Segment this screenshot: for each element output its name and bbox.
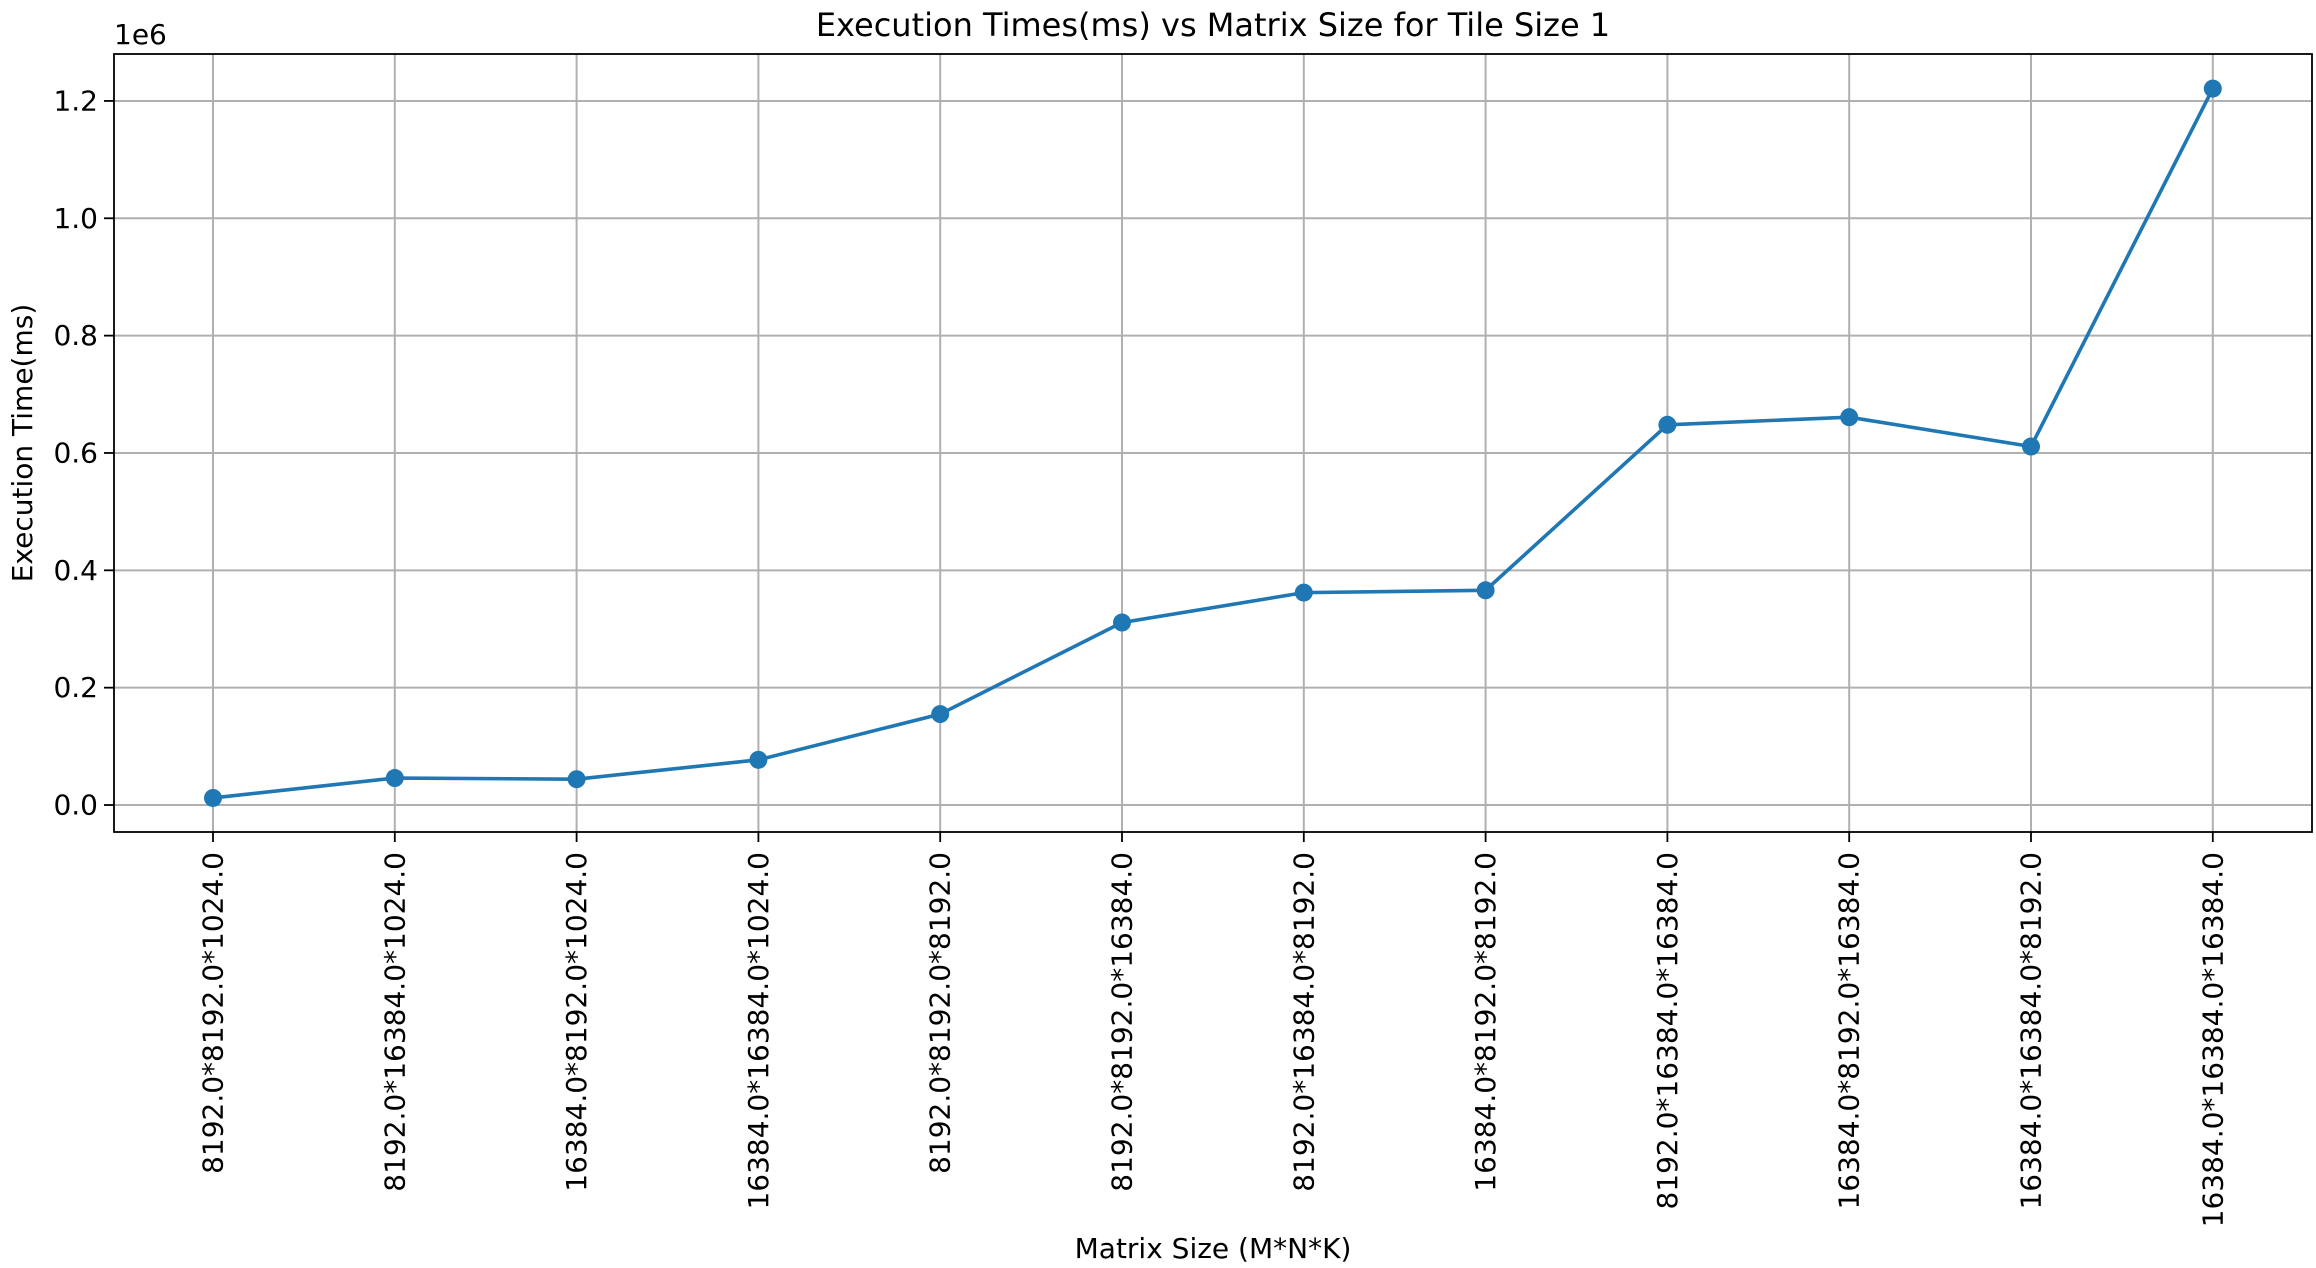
- x-tick-label: 8192.0*8192.0*1024.0: [197, 852, 230, 1174]
- x-tick-label: 8192.0*8192.0*16384.0: [1106, 852, 1139, 1192]
- x-tick-label: 16384.0*16384.0*16384.0: [2196, 852, 2229, 1227]
- y-axis-label: Execution Time(ms): [6, 304, 39, 583]
- grid-lines: [114, 54, 2312, 832]
- x-tick-label: 8192.0*8192.0*8192.0: [924, 852, 957, 1174]
- x-tick-label: 16384.0*8192.0*8192.0: [1469, 852, 1502, 1192]
- y-tick-label: 0.2: [53, 671, 98, 704]
- data-point: [749, 750, 768, 769]
- data-point: [1476, 581, 1495, 600]
- x-tick-label: 16384.0*8192.0*16384.0: [1833, 852, 1866, 1210]
- chart-title: Execution Times(ms) vs Matrix Size for T…: [816, 6, 1610, 44]
- data-point: [2203, 79, 2222, 98]
- data-point: [567, 770, 586, 789]
- data-point: [1294, 583, 1313, 602]
- data-point: [1113, 613, 1131, 632]
- y-tick-label: 0.0: [53, 789, 98, 822]
- y-tick-label: 1.0: [53, 202, 98, 235]
- series-line: [212, 87, 2215, 800]
- data-point: [1840, 408, 1859, 427]
- data-point: [931, 705, 950, 724]
- data-point: [385, 769, 404, 788]
- axis-ticks: 8192.0*8192.0*1024.0 8192.0*16384.0*1024.…: [53, 84, 2229, 1227]
- y-tick-label: 0.6: [53, 436, 98, 469]
- y-tick-label: 0.8: [53, 319, 98, 352]
- data-point: [1658, 415, 1677, 434]
- plot-area-frame: [113, 53, 2313, 833]
- x-tick-label: 16384.0*16384.0*1024.0: [742, 852, 775, 1210]
- series-layer: [204, 79, 2222, 807]
- x-axis-label: Matrix Size (M*N*K): [1075, 1232, 1352, 1265]
- x-tick-label: 8192.0*16384.0*16384.0: [1651, 852, 1684, 1210]
- data-point: [2022, 437, 2040, 456]
- x-tick-label: 16384.0*8192.0*1024.0: [560, 852, 593, 1192]
- y-axis-offset-label: 1e6: [114, 18, 167, 51]
- x-tick-label: 8192.0*16384.0*1024.0: [378, 852, 411, 1192]
- x-tick-label: 8192.0*16384.0*8192.0: [1287, 852, 1320, 1192]
- data-point: [204, 788, 222, 807]
- y-tick-label: 0.4: [53, 554, 98, 587]
- x-tick-label: 16384.0*16384.0*8192.0: [2015, 852, 2048, 1210]
- y-tick-label: 1.2: [53, 84, 98, 117]
